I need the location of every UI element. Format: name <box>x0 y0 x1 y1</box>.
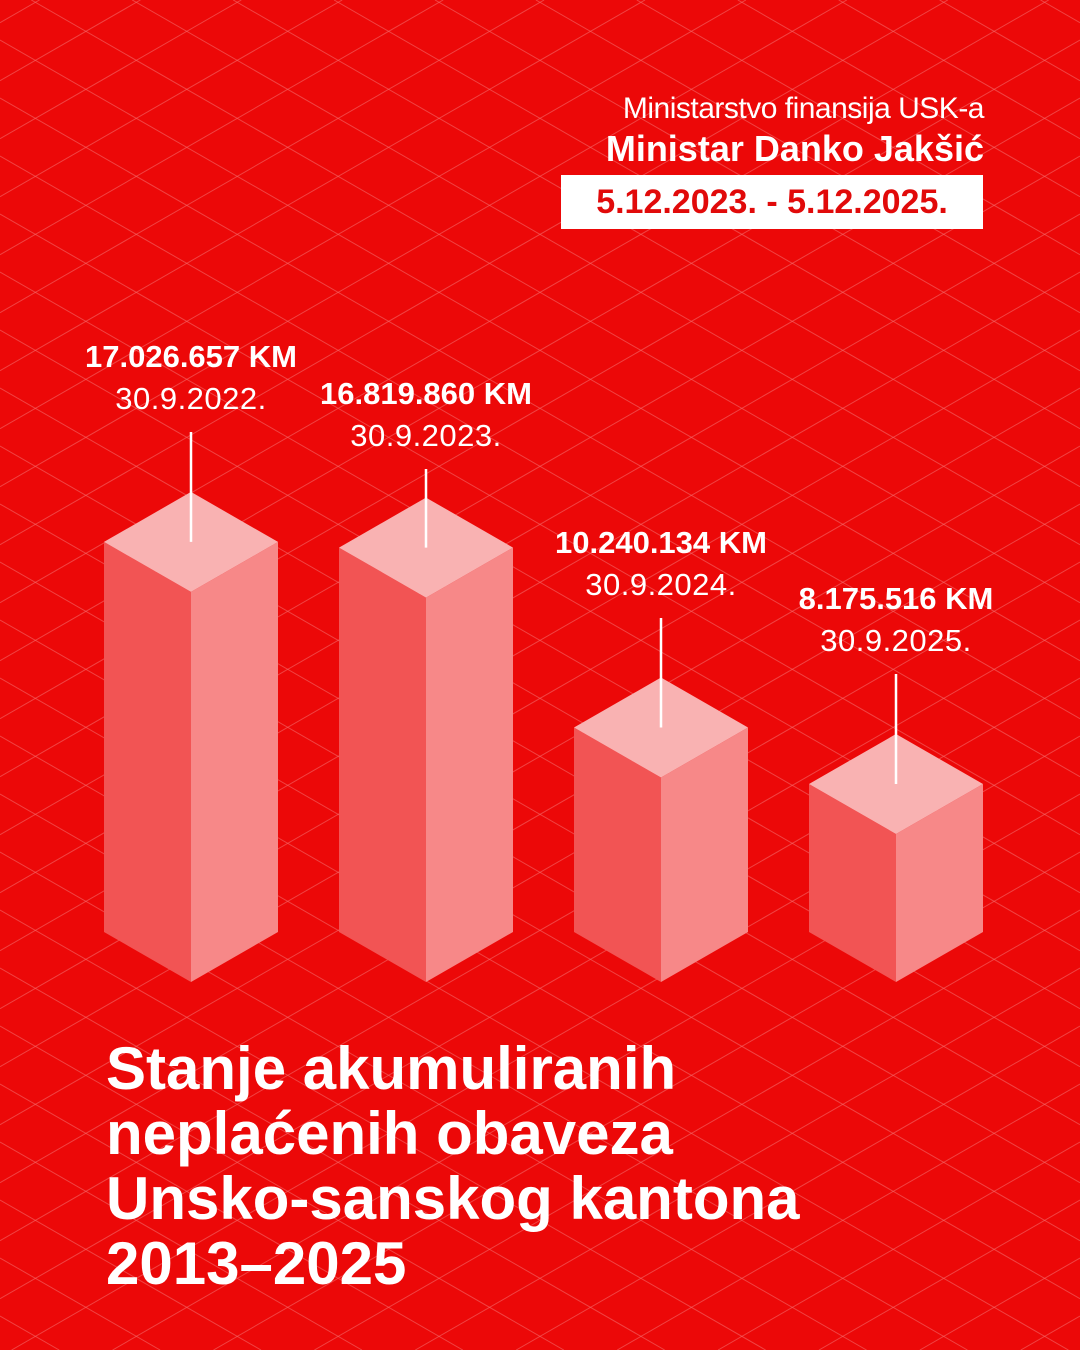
title-line: Stanje akumuliranih <box>106 1035 677 1102</box>
grid-line <box>31 0 1080 604</box>
minister-name: Ministar Danko Jakšić <box>605 128 984 169</box>
grid-line <box>0 0 242 140</box>
bar-left-face <box>574 727 661 982</box>
bar-right-face <box>426 547 513 982</box>
grid-line <box>0 909 766 1350</box>
bar-left-face <box>339 547 426 982</box>
grid-line <box>0 0 40 24</box>
grid-line <box>232 0 1080 488</box>
grid-line <box>0 0 343 198</box>
bars <box>104 432 983 982</box>
grid-line <box>0 1199 262 1350</box>
grid-line <box>636 0 1080 256</box>
grid-line <box>0 619 1080 1242</box>
grid-line <box>0 1257 161 1350</box>
bar <box>574 618 748 982</box>
title-line: Unsko-sanskog kantona <box>106 1165 800 1232</box>
grid-line <box>0 0 747 430</box>
grid-line <box>131 0 1080 546</box>
bar-left-face <box>809 783 896 982</box>
grid-line <box>0 0 949 546</box>
grid-line <box>0 1315 60 1350</box>
grid-line <box>717 1141 1080 1350</box>
grid-line <box>0 503 1080 1126</box>
grid-line <box>0 1083 464 1350</box>
grid-line <box>939 0 1080 82</box>
value-label: 17.026.657 KM <box>85 339 297 374</box>
grid-line <box>919 1257 1080 1350</box>
grid-line <box>737 0 1080 198</box>
grid-line <box>0 0 444 256</box>
grid-line <box>515 1025 1080 1350</box>
bar-left-face <box>104 541 191 982</box>
ministry-name: Ministarstvo finansija USK-a <box>622 92 985 125</box>
grid-line <box>0 0 646 372</box>
title-line: neplaćenih obaveza <box>106 1100 673 1167</box>
bar <box>104 432 278 982</box>
grid-line <box>0 0 848 488</box>
grid-line <box>818 1199 1080 1350</box>
bar-right-face <box>661 727 748 982</box>
grid-line <box>0 0 545 314</box>
grid-line <box>415 967 1080 1350</box>
bar <box>809 674 983 982</box>
date-label: 30.9.2023. <box>350 418 502 453</box>
value-label: 10.240.134 KM <box>555 525 767 560</box>
grid-line <box>0 0 141 82</box>
grid-line <box>0 967 665 1350</box>
chart-title: Stanje akumuliranih neplaćenih obaveza U… <box>106 1036 800 1296</box>
grid-line <box>0 561 1080 1184</box>
bar-right-face <box>896 783 983 982</box>
grid-line <box>1020 1315 1080 1350</box>
value-label: 16.819.860 KM <box>320 376 532 411</box>
grid-line <box>535 0 1080 314</box>
grid-line <box>314 909 1080 1350</box>
value-label: 8.175.516 KM <box>798 581 994 616</box>
date-label: 30.9.2024. <box>585 567 737 602</box>
grid-line <box>0 1141 363 1350</box>
date-label: 30.9.2025. <box>820 623 972 658</box>
title-line: 2013–2025 <box>106 1230 407 1297</box>
grid-line <box>616 1083 1080 1350</box>
bar <box>339 469 513 982</box>
date-label: 30.9.2022. <box>115 381 267 416</box>
grid-line <box>1040 0 1080 24</box>
bar-right-face <box>191 541 278 982</box>
period-badge: 5.12.2023. - 5.12.2025. <box>561 175 983 229</box>
grid-line <box>0 1025 565 1350</box>
grid-line <box>838 0 1080 140</box>
